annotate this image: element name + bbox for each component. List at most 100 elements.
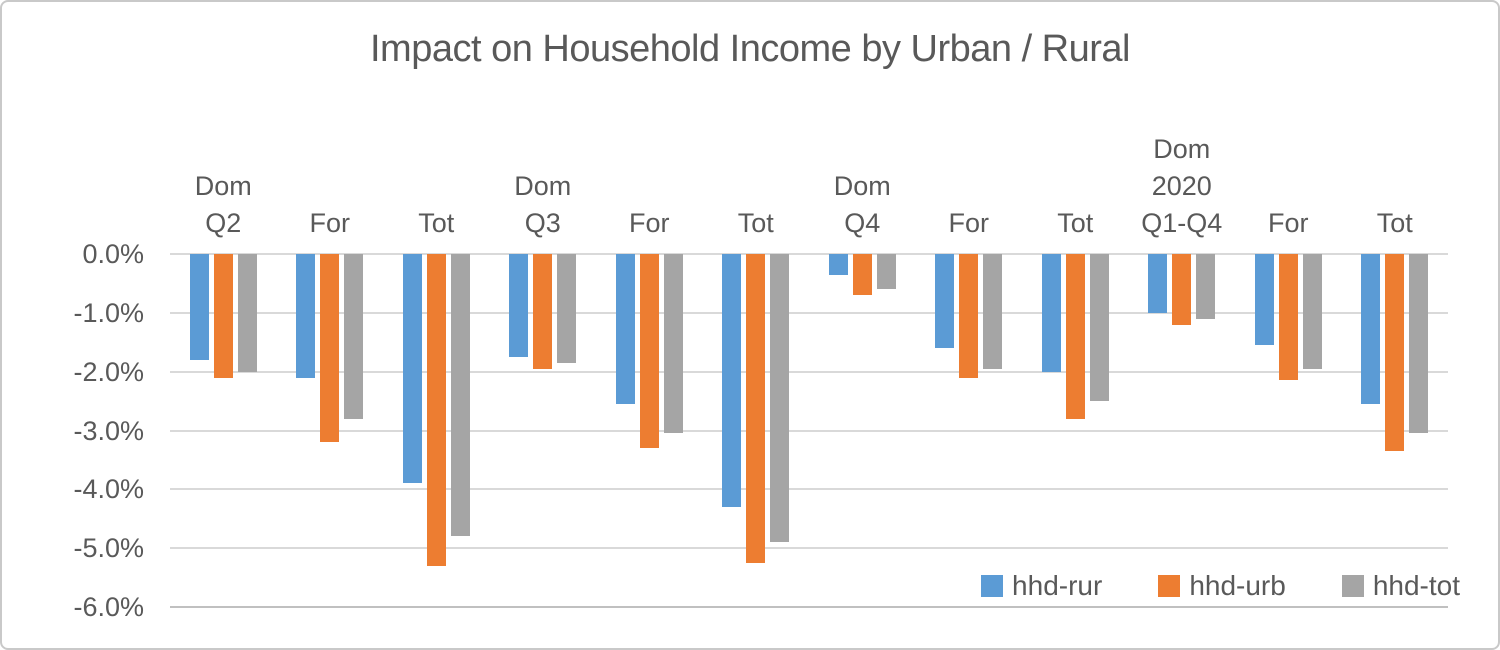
bar-cluster xyxy=(1235,254,1342,381)
bar-hhd-rur xyxy=(828,254,848,275)
gridline--1.0% xyxy=(170,311,1448,314)
bar-hhd-rur xyxy=(722,254,742,507)
category-label: Dom Q3 xyxy=(514,171,572,238)
category-label: Tot xyxy=(737,208,774,238)
bar-hhd-tot xyxy=(1409,254,1429,434)
legend-item-hhd-rur: hhd-rur xyxy=(981,572,1102,600)
bar-hhd-urb xyxy=(1385,254,1405,452)
bar-hhd-tot xyxy=(983,254,1003,369)
category-group: For xyxy=(1235,208,1342,607)
y-tick-label: -1.0% xyxy=(73,297,144,328)
category-group: Tot xyxy=(1022,208,1129,607)
bar-hhd-tot xyxy=(663,254,683,434)
bar-hhd-urb xyxy=(959,254,979,378)
bar-hhd-rur xyxy=(1361,254,1381,405)
y-tick-label: -6.0% xyxy=(73,592,144,622)
bar-hhd-tot xyxy=(876,254,896,290)
gridline--5.0% xyxy=(170,547,1448,550)
bar-hhd-rur xyxy=(1148,254,1168,313)
gridline--3.0% xyxy=(170,429,1448,432)
bar-hhd-urb xyxy=(639,254,659,449)
category-group: For xyxy=(596,208,703,607)
bar-hhd-rur xyxy=(189,254,209,360)
bar-cluster xyxy=(1022,254,1129,419)
bar-hhd-tot xyxy=(1196,254,1216,319)
category-group: Tot xyxy=(1342,208,1449,607)
chart-title: Impact on Household Income by Urban / Ru… xyxy=(369,28,1131,70)
category-group: Dom 2020 Q1-Q4 xyxy=(1129,134,1236,607)
legend-swatch-icon xyxy=(1158,575,1181,597)
bar-hhd-rur xyxy=(615,254,635,405)
bar-cluster xyxy=(1342,254,1449,452)
bar-cluster xyxy=(809,254,916,296)
bar-hhd-rur xyxy=(935,254,955,349)
category-group: Tot xyxy=(703,208,810,607)
bar-hhd-tot xyxy=(557,254,577,363)
legend-label: hhd-urb xyxy=(1189,570,1286,601)
bar-hhd-rur xyxy=(509,254,529,357)
legend-swatch-icon xyxy=(1341,575,1364,597)
gridline--2.0% xyxy=(170,370,1448,373)
bar-hhd-tot xyxy=(1089,254,1109,402)
bar-cluster xyxy=(1129,254,1236,325)
gridline--4.0% xyxy=(170,488,1448,491)
gridline-0.0% xyxy=(170,253,1448,255)
bar-hhd-tot xyxy=(450,254,470,537)
legend-label: hhd-tot xyxy=(1372,570,1460,601)
bar-cluster xyxy=(277,254,384,443)
plot-area: Dom Q2 For Tot Dom Q3 For Tot Dom Q4 For Tot Dom … xyxy=(170,134,1449,608)
category-label: For xyxy=(1268,208,1309,238)
bar-hhd-tot xyxy=(344,254,364,419)
y-axis: 0.0% -1.0% -2.0% -3.0% -4.0% -5.0% -6.0% xyxy=(2,239,144,622)
category-label: For xyxy=(629,208,670,238)
y-tick-label: -4.0% xyxy=(73,474,144,505)
category-group: Tot xyxy=(383,208,490,607)
bar-hhd-rur xyxy=(296,254,316,378)
bar-cluster xyxy=(703,254,810,563)
category-group: For xyxy=(277,208,384,607)
legend-label: hhd-rur xyxy=(1012,570,1103,601)
category-label: Tot xyxy=(1057,208,1094,238)
y-tick-label: -5.0% xyxy=(73,533,144,564)
bar-hhd-rur xyxy=(1254,254,1274,346)
legend-item-hhd-tot: hhd-tot xyxy=(1341,570,1460,601)
category-label: Tot xyxy=(1376,208,1413,238)
y-tick-label: 0.0% xyxy=(82,239,144,269)
y-tick-label: -3.0% xyxy=(73,415,144,446)
bar-cluster xyxy=(170,254,277,378)
category-label: For xyxy=(309,208,351,238)
bar-hhd-urb xyxy=(426,254,446,566)
bar-hhd-urb xyxy=(1172,254,1192,325)
category-group: Dom Q3 xyxy=(490,171,597,607)
category-group: For xyxy=(916,208,1023,607)
bar-hhd-urb xyxy=(852,254,872,296)
bar-hhd-urb xyxy=(533,254,553,369)
bar-hhd-tot xyxy=(237,254,257,372)
category-group: Dom Q4 xyxy=(809,171,916,607)
bar-hhd-tot xyxy=(770,254,790,543)
legend-item-hhd-urb: hhd-urb xyxy=(1158,572,1286,600)
category-label: For xyxy=(948,208,990,238)
category-label: Tot xyxy=(418,208,455,238)
category-label: Dom Q4 xyxy=(833,171,891,238)
category-label: Dom 2020 Q1-Q4 xyxy=(1141,134,1223,238)
bar-cluster xyxy=(916,254,1023,378)
bar-cluster xyxy=(490,254,597,369)
bar-hhd-urb xyxy=(213,254,233,378)
bar-hhd-urb xyxy=(1065,254,1085,419)
category-label: Dom Q2 xyxy=(194,171,252,238)
bar-cluster xyxy=(596,254,703,449)
bar-hhd-tot xyxy=(1302,254,1322,369)
legend: hhd-rur hhd-urb hhd-tot xyxy=(981,572,1460,600)
bar-hhd-urb xyxy=(746,254,766,563)
bar-cluster xyxy=(383,254,490,566)
bar-hhd-urb xyxy=(320,254,340,443)
bar-hhd-rur xyxy=(1041,254,1061,372)
legend-swatch-icon xyxy=(981,575,1004,597)
y-tick-label: -2.0% xyxy=(73,356,144,387)
bar-hhd-rur xyxy=(402,254,422,484)
category-group: Dom Q2 xyxy=(170,171,277,607)
gridline--6.0% xyxy=(170,606,1448,608)
bar-hhd-urb xyxy=(1278,254,1298,381)
